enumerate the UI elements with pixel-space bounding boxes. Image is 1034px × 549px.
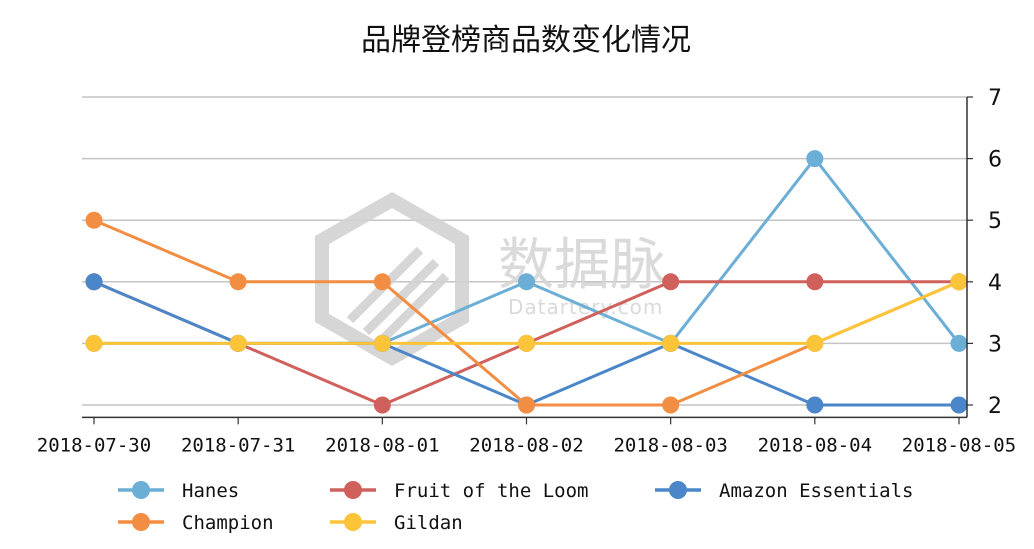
- watermark-logo-icon: [315, 191, 469, 367]
- axes: 2 3 4 5 6 7 2018-07-30 2018-07-31 2018-08-01 2018…: [37, 86, 1016, 456]
- legend-marker: [132, 481, 150, 499]
- data-point: [518, 273, 535, 291]
- legend-item: Gildan: [330, 512, 463, 534]
- legend-item: Amazon Essentials: [655, 480, 913, 502]
- legend: Hanes Fruit of the Loom Amazon Essentials C…: [118, 480, 913, 534]
- data-point: [85, 211, 103, 229]
- data-point: [229, 273, 247, 291]
- legend-label: Amazon Essentials: [719, 480, 913, 502]
- data-point: [806, 273, 824, 291]
- x-tick-label: 2018-08-03: [613, 434, 727, 456]
- data-point: [806, 150, 824, 168]
- legend-item: Champion: [118, 512, 274, 534]
- data-point: [806, 334, 824, 352]
- data-point: [518, 396, 535, 414]
- legend-label: Fruit of the Loom: [394, 480, 588, 502]
- x-tick-label: 2018-08-01: [325, 434, 439, 456]
- data-point: [950, 334, 968, 352]
- x-tick-label: 2018-08-02: [469, 434, 583, 456]
- legend-label: Gildan: [394, 512, 463, 534]
- data-point: [373, 273, 391, 291]
- data-point: [950, 396, 968, 414]
- y-tick-label: 3: [988, 332, 1002, 357]
- legend-marker: [344, 513, 362, 531]
- data-point: [662, 396, 680, 414]
- data-point: [85, 334, 103, 352]
- y-tick-label: 6: [988, 148, 1002, 173]
- data-point: [662, 273, 680, 291]
- x-tick-label: 2018-07-30: [37, 434, 151, 456]
- data-point: [373, 334, 391, 352]
- y-tick-label: 4: [988, 271, 1002, 296]
- legend-label: Hanes: [182, 480, 239, 502]
- data-point: [806, 396, 824, 414]
- x-tick-label: 2018-08-04: [758, 434, 872, 456]
- legend-item: Fruit of the Loom: [330, 480, 588, 502]
- legend-marker: [669, 481, 687, 499]
- series-lines: [85, 150, 968, 414]
- data-point: [518, 334, 535, 352]
- legend-item: Hanes: [118, 480, 239, 502]
- chart-title: 品牌登榜商品数变化情况: [361, 23, 691, 58]
- y-tick-label: 7: [988, 86, 1002, 111]
- y-tick-label: 5: [988, 209, 1002, 234]
- data-point: [373, 396, 391, 414]
- series-gildan: [85, 273, 968, 352]
- data-point: [950, 273, 968, 291]
- legend-marker: [344, 481, 362, 499]
- watermark: 数据脉 Datartery.com: [315, 191, 666, 367]
- data-point: [229, 334, 247, 352]
- y-tick-label: 2: [988, 394, 1002, 419]
- x-tick-label: 2018-07-31: [181, 434, 295, 456]
- x-tick-label: 2018-08-05: [902, 434, 1016, 456]
- data-point: [662, 334, 680, 352]
- data-point: [85, 273, 103, 291]
- legend-marker: [132, 513, 150, 531]
- legend-label: Champion: [182, 512, 274, 534]
